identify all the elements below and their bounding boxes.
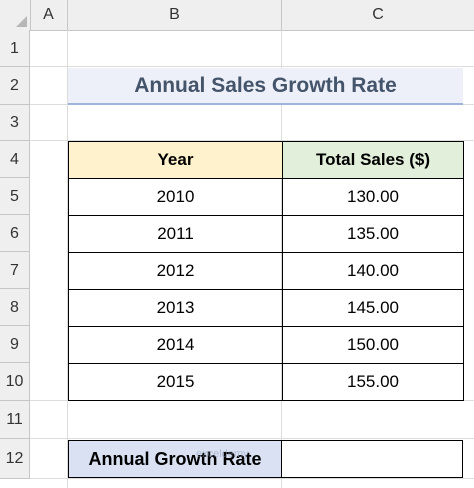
sales-cell[interactable]: 155.00 bbox=[282, 363, 464, 401]
column-header-bar bbox=[0, 0, 474, 31]
gridline bbox=[67, 30, 68, 488]
gridline bbox=[30, 478, 474, 479]
year-cell[interactable]: 2014 bbox=[68, 326, 283, 364]
row-header-9[interactable]: 9 bbox=[0, 326, 30, 363]
sheet-title-cell[interactable]: Annual Sales Growth Rate bbox=[68, 68, 463, 105]
select-all-icon bbox=[16, 16, 27, 27]
table-row: 2015 155.00 bbox=[68, 363, 464, 401]
sales-header-cell[interactable]: Total Sales ($) bbox=[282, 141, 464, 179]
row-header-7[interactable]: 7 bbox=[0, 252, 30, 289]
sales-cell[interactable]: 150.00 bbox=[282, 326, 464, 364]
row-header-3[interactable]: 3 bbox=[0, 105, 30, 141]
row-header-5[interactable]: 5 bbox=[0, 178, 30, 215]
year-header-cell[interactable]: Year bbox=[68, 141, 283, 179]
gridline bbox=[30, 400, 474, 401]
row-header-2[interactable]: 2 bbox=[0, 67, 30, 105]
row-header-12[interactable]: 12 bbox=[0, 439, 30, 479]
row-header-8[interactable]: 8 bbox=[0, 289, 30, 326]
year-cell[interactable]: 2011 bbox=[68, 215, 283, 253]
sales-table: Year Total Sales ($) 2010 130.00 2011 13… bbox=[68, 141, 464, 401]
sales-cell[interactable]: 145.00 bbox=[282, 289, 464, 327]
year-cell[interactable]: 2015 bbox=[68, 363, 283, 401]
sales-cell[interactable]: 130.00 bbox=[282, 178, 464, 216]
sales-cell[interactable]: 135.00 bbox=[282, 215, 464, 253]
year-cell[interactable]: 2010 bbox=[68, 178, 283, 216]
growth-rate-label-cell[interactable]: Annual Growth Rate bbox=[68, 440, 282, 478]
column-header-a[interactable]: A bbox=[30, 0, 68, 30]
table-row: 2010 130.00 bbox=[68, 178, 464, 216]
gridline bbox=[30, 438, 474, 439]
row-header-11[interactable]: 11 bbox=[0, 401, 30, 439]
growth-rate-value-cell[interactable] bbox=[281, 440, 463, 478]
table-row: 2014 150.00 bbox=[68, 326, 464, 364]
table-header-row: Year Total Sales ($) bbox=[68, 141, 464, 179]
gridline bbox=[30, 66, 474, 67]
table-row: 2013 145.00 bbox=[68, 289, 464, 327]
select-all-corner[interactable] bbox=[0, 0, 31, 30]
row-header-10[interactable]: 10 bbox=[0, 363, 30, 401]
gridline bbox=[30, 140, 474, 141]
watermark-logo: exceldemy bbox=[196, 448, 249, 460]
column-header-c[interactable]: C bbox=[372, 6, 384, 23]
row-header-6[interactable]: 6 bbox=[0, 215, 30, 252]
row-header-4[interactable]: 4 bbox=[0, 141, 30, 178]
year-cell[interactable]: 2013 bbox=[68, 289, 283, 327]
table-row: 2011 135.00 bbox=[68, 215, 464, 253]
year-cell[interactable]: 2012 bbox=[68, 252, 283, 290]
row-header-1[interactable]: 1 bbox=[0, 30, 30, 67]
sales-cell[interactable]: 140.00 bbox=[282, 252, 464, 290]
column-header-b[interactable]: B bbox=[68, 0, 282, 30]
table-row: 2012 140.00 bbox=[68, 252, 464, 290]
